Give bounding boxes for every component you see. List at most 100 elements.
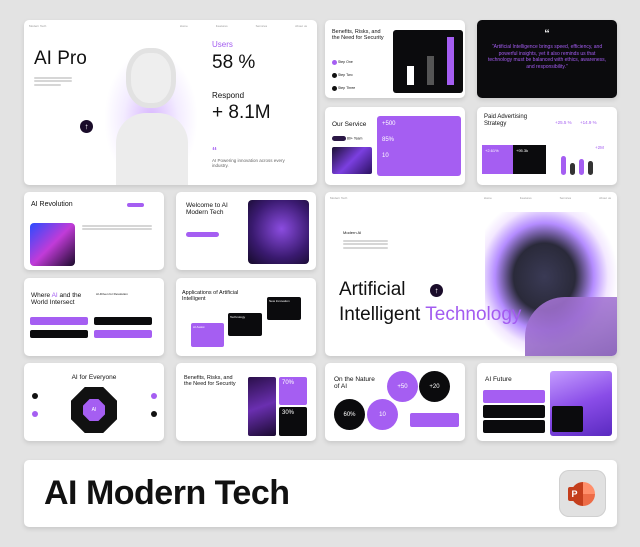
app-card: AI Assist [191,323,224,347]
chart-bar [588,160,593,175]
stat-card: 70% [279,377,307,405]
headline-line1: Artificial [339,279,406,300]
slide-title: AI Pro [34,48,87,69]
overlay-card [552,406,583,432]
lorem-text [34,75,72,87]
slide-nav: Modern Tech Home Features Services About us [330,196,611,200]
subtitle: AI-Driven for Revolution [96,292,128,296]
kicker: Modern AI [343,230,362,235]
slide-benefits-2[interactable]: Benefits, Risks, and the Need for Securi… [176,363,316,441]
team-badge: 80+ Team [332,136,362,141]
quote-icon: “ [544,28,550,40]
cta-button[interactable] [186,232,219,237]
bullet-icon [32,393,38,399]
scarf-image [525,297,617,356]
list-card [483,405,545,418]
product-title: AI Modern Tech [44,474,290,512]
option-card[interactable] [94,330,152,338]
nav-services: Services [559,196,572,200]
option-card[interactable] [30,317,88,325]
arrow-up-button[interactable]: ↑ [430,284,443,297]
users-label: Users [212,40,233,49]
portrait-image [96,38,206,185]
slide-ai-revolution[interactable]: AI Revolution [24,192,164,270]
stat-circle: 60% [334,399,365,430]
slide-title: Welcome to AI Modern Tech [186,202,228,217]
nav-features: Features [215,24,228,28]
team-label: 80+ Team [346,136,363,141]
slide-title: AI Future [485,376,512,383]
slide-ai-pro[interactable]: Modern Tech Home Features Services About us … [24,20,317,185]
pill-button[interactable] [127,203,144,207]
kpi: +14.9 % [580,120,597,125]
slide-welcome[interactable]: Welcome to AI Modern Tech [176,192,316,270]
bullet-icon [32,411,38,417]
slide-quote[interactable]: “ "Artificial Intelligence brings speed,… [477,20,617,98]
chart-bar [407,66,414,85]
headline-line2: Intelligent Technology [339,304,521,326]
card-value: +2.61% [485,148,499,153]
step-item: Step Two [337,73,353,77]
slide-applications[interactable]: Applications of Artificial Intelligent A… [176,278,316,356]
face-image [248,200,309,264]
stat-circle: +20 [419,371,450,402]
brand: Modern Tech [29,24,47,28]
card: +95.3k [513,145,546,174]
nav-home: Home [483,196,492,200]
option-card[interactable] [30,330,88,338]
stat-value: +20 [429,383,440,390]
slide-ai-for-everyone[interactable]: AI for Everyone AI [24,363,164,441]
powerpoint-letter: P [568,487,581,501]
headline-word: Intelligent [339,304,421,325]
title-accent: AI [51,292,58,299]
slide-ai-future[interactable]: AI Future [477,363,617,441]
stat-value: 30% [282,410,295,416]
stat-value: 10 [379,411,386,418]
chart-bar [427,56,434,85]
slide-title: AI Revolution [31,201,73,208]
slide-paid-advertising[interactable]: Paid Advertising Strategy +25.5 % +14.9 … [477,107,617,185]
slide-title: AI for Everyone [71,374,117,381]
card-value: +95.3k [516,148,529,153]
slide-where-ai[interactable]: Where AI and the World Intersect AI-Driv… [24,278,164,356]
bullet-icon [151,411,157,417]
stat-circle: 10 [367,399,398,430]
stat: 10 [382,153,389,159]
lorem-text [343,238,388,250]
tagline: AI Powering innovation across every indu… [212,158,285,168]
title-part: and the World Intersect [31,292,82,307]
stat-value: 70% [282,380,295,386]
nav-about: About us [295,24,307,28]
slide-our-service[interactable]: Our Service 80+ Team +500 85% 10 [325,107,465,185]
chart-bar [447,37,454,85]
quote-text: "Artificial Intelligence brings speed, e… [487,44,607,70]
respond-value: + 8.1M [212,102,271,123]
step-item: Step Three [337,86,356,90]
card: +2.61% [482,145,513,174]
stat-card: 30% [279,407,307,436]
quote-icon: “ [212,146,217,157]
kpi: +2M [595,145,604,150]
brand: Modern Tech [330,196,348,200]
slide-hero[interactable]: Modern Tech Home Features Services About us … [325,192,617,356]
card-label: New Innovation [269,299,290,303]
kpi: +25.5 % [555,120,572,125]
card-label: Technology [230,315,246,319]
slide-benefits[interactable]: Benefits, Risks, and the Need for Securi… [325,20,465,98]
slide-title: Our Service [332,121,367,128]
list-card [483,420,545,433]
stat-circle: +50 [387,371,418,402]
slide-nature-of-ai[interactable]: On the Nature of AI +50 +20 60% 10 [325,363,465,441]
portrait-image [30,223,75,266]
slide-title: Where AI and the World Intersect [31,292,91,307]
stats-panel: +500 85% 10 [377,116,461,176]
option-card[interactable] [94,317,152,325]
card-label: AI Assist [193,325,205,329]
slide-nav: Modern Tech Home Features Services About us [29,24,311,28]
info-card [410,413,459,427]
respond-label: Respond [212,91,245,100]
nav-home: Home [179,24,188,28]
headline-accent: Technology [425,304,522,325]
mini-bar-chart [561,153,611,175]
arrow-up-button[interactable]: ↑ [80,120,93,133]
